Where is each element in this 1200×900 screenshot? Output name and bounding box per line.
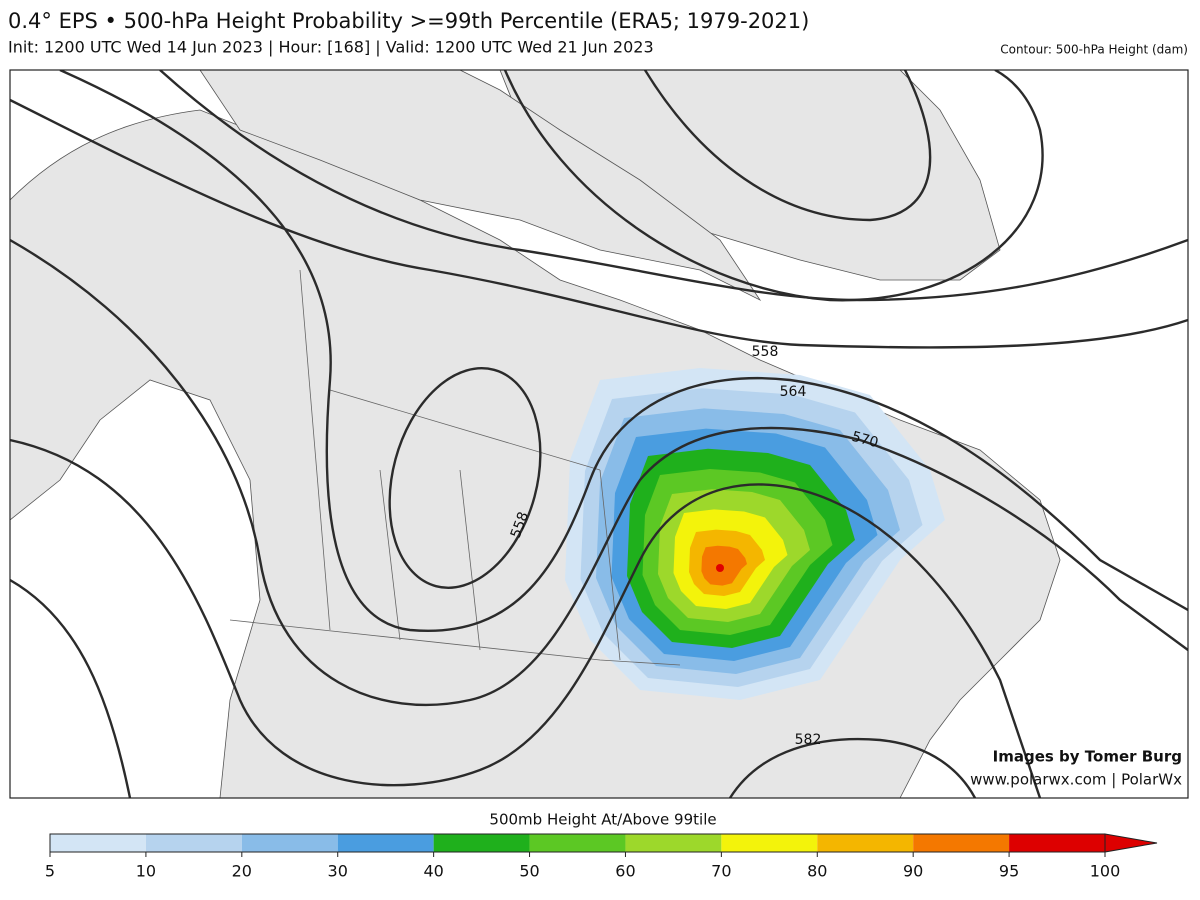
contour-label: 582 xyxy=(795,732,822,748)
subtitle: Init: 1200 UTC Wed 14 Jun 2023 | Hour: [… xyxy=(8,38,654,57)
colorbar-extension xyxy=(1104,833,1158,853)
colorbar-tick-label: 30 xyxy=(328,862,348,881)
contour xyxy=(503,70,1044,302)
colorbar-outline xyxy=(49,833,1106,853)
max-point xyxy=(716,564,724,572)
contour-note: Contour: 500-hPa Height (dam) xyxy=(1000,43,1188,57)
colorbar-bin xyxy=(433,834,530,852)
arctic-islands xyxy=(199,70,762,302)
contour xyxy=(10,438,1042,798)
colorbar-bin xyxy=(625,834,722,852)
map: 558 564 570 558 582 Images by Tomer Burg… xyxy=(10,70,1188,798)
contour xyxy=(10,98,1188,349)
credit: Images by Tomer Burg xyxy=(993,748,1182,766)
colorbar-bin xyxy=(817,834,914,852)
contour xyxy=(728,737,977,798)
colorbar-tick-label: 60 xyxy=(615,862,635,881)
probability-field xyxy=(565,368,945,700)
contour xyxy=(10,238,1188,707)
contour xyxy=(59,70,1188,633)
contour-label: 558 xyxy=(752,344,779,360)
colorbar-bin xyxy=(529,834,626,852)
colorbar-tick-label: 90 xyxy=(903,862,923,881)
colorbar-tick-label: 50 xyxy=(519,862,539,881)
colorbar-label: 500mb Height At/Above 99tile xyxy=(489,811,716,829)
colorbar-tick-label: 40 xyxy=(423,862,443,881)
colorbar-bin xyxy=(145,834,242,852)
contour-label: 570 xyxy=(850,429,880,451)
colorbar-bin xyxy=(913,834,1010,852)
colorbar-bin xyxy=(241,834,338,852)
colorbar-tick-label: 20 xyxy=(232,862,252,881)
contour xyxy=(388,367,542,589)
contour xyxy=(643,70,932,222)
map-frame xyxy=(9,69,1189,799)
contour xyxy=(10,578,132,798)
borders xyxy=(229,269,681,666)
colorbar-tick-label: 100 xyxy=(1090,862,1121,881)
colorbar-tick-label: 5 xyxy=(45,862,55,881)
colorbar-bin xyxy=(50,834,146,852)
title: 0.4° EPS • 500-hPa Height Probability >=… xyxy=(8,9,809,33)
contour xyxy=(159,70,1188,302)
colorbar-tick-label: 70 xyxy=(711,862,731,881)
colorbar: 5 10 20 30 40 50 60 70 80 90 95 100 xyxy=(45,833,1158,881)
credit: www.polarwx.com | PolarWx xyxy=(970,771,1182,789)
contour-label: 564 xyxy=(780,384,807,400)
colorbar-tick-label: 10 xyxy=(136,862,156,881)
colorbar-bin xyxy=(721,834,818,852)
colorbar-tick-label: 95 xyxy=(999,862,1019,881)
colorbar-bin xyxy=(1009,834,1105,852)
colorbar-tick-label: 80 xyxy=(807,862,827,881)
probability-level xyxy=(701,545,747,586)
colorbar-bin xyxy=(337,834,434,852)
